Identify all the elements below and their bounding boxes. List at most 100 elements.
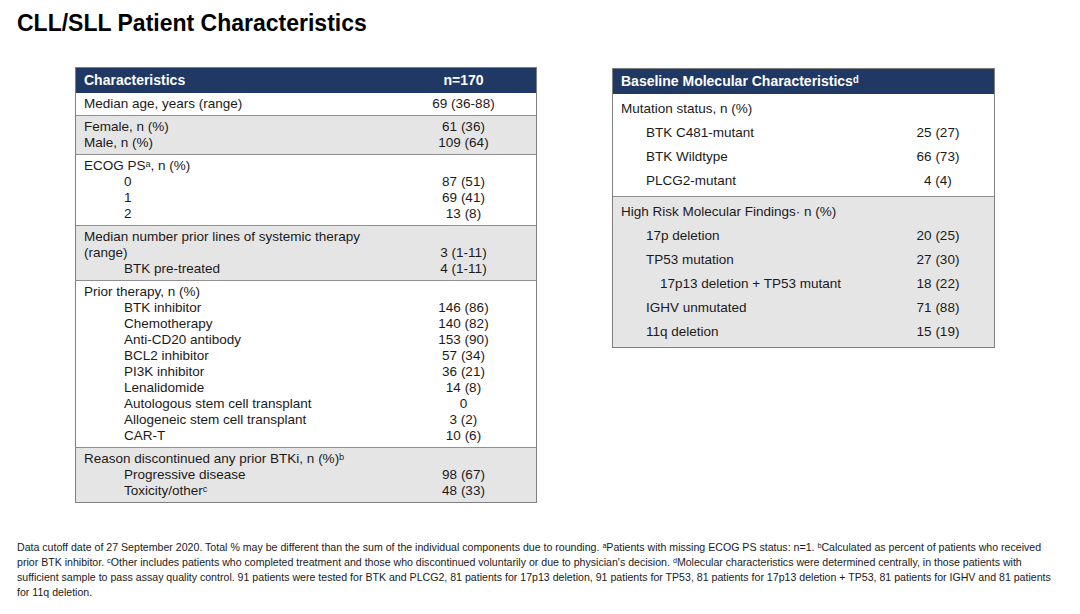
row-value: 14 (8) xyxy=(391,380,536,396)
row-value: 66 (73) xyxy=(882,149,994,165)
row-label: PLCG2-mutant xyxy=(613,173,882,189)
row-label: Chemotherapy xyxy=(76,316,391,332)
row-value: 15 (19) xyxy=(882,324,994,340)
table-row: Male, n (%)109 (64) xyxy=(76,135,536,151)
table-row: Toxicity/otherᶜ48 (33) xyxy=(76,483,536,499)
patient-characteristics-table: Characteristics n=170 Median age, years … xyxy=(75,67,537,503)
right-table-body: Mutation status, n (%) BTK C481-mutant25 … xyxy=(613,94,994,347)
table-row: ECOG PSᵃ, n (%) xyxy=(76,158,536,174)
table-row: IGHV unmutated71 (88) xyxy=(613,296,994,320)
row-label: Female, n (%) xyxy=(76,119,391,135)
row-value: 10 (6) xyxy=(391,428,536,444)
row-label: BTK C481-mutant xyxy=(613,125,882,141)
molecular-characteristics-table: Baseline Molecular Characteristicsᵈ Muta… xyxy=(612,68,995,348)
table-row: Mutation status, n (%) xyxy=(613,97,994,121)
row-label: Mutation status, n (%) xyxy=(613,101,882,117)
table-row: Reason discontinued any prior BTKi, n (%… xyxy=(76,451,536,467)
table-row: BTK pre-treated4 (1-11) xyxy=(76,261,536,277)
table-row: 17p13 deletion + TP53 mutant18 (22) xyxy=(613,272,994,296)
row-label: 17p deletion xyxy=(613,228,882,244)
table-row: 17p deletion20 (25) xyxy=(613,224,994,248)
table-section: Prior therapy, n (%)BTK inhibitor146 (86… xyxy=(76,280,536,447)
table-row: High Risk Molecular Findings· n (%) xyxy=(613,200,994,224)
table-row: Anti-CD20 antibody153 (90) xyxy=(76,332,536,348)
table-row: 11q deletion15 (19) xyxy=(613,320,994,344)
row-value: 61 (36) xyxy=(391,119,536,135)
left-table-header-label: Characteristics xyxy=(76,72,391,88)
row-label: 2 xyxy=(76,206,391,222)
row-value: 87 (51) xyxy=(391,174,536,190)
row-label: IGHV unmutated xyxy=(613,300,882,316)
left-table-header: Characteristics n=170 xyxy=(76,68,536,93)
row-label: BTK inhibitor xyxy=(76,300,391,316)
table-row: BTK C481-mutant25 (27) xyxy=(613,121,994,145)
table-row: 087 (51) xyxy=(76,174,536,190)
row-value: 69 (41) xyxy=(391,190,536,206)
table-row: BCL2 inhibitor57 (34) xyxy=(76,348,536,364)
table-row: TP53 mutation27 (30) xyxy=(613,248,994,272)
left-table-header-count: n=170 xyxy=(391,72,536,88)
row-label: Male, n (%) xyxy=(76,135,391,151)
row-value: 4 (1-11) xyxy=(391,261,536,277)
table-row: Autologous stem cell transplant0 xyxy=(76,396,536,412)
row-label: PI3K inhibitor xyxy=(76,364,391,380)
row-label: 1 xyxy=(76,190,391,206)
row-value: 3 (2) xyxy=(391,412,536,428)
row-label: 17p13 deletion + TP53 mutant xyxy=(613,276,882,292)
row-label: BCL2 inhibitor xyxy=(76,348,391,364)
row-value: 98 (67) xyxy=(391,467,536,483)
left-table-body: Median age, years (range)69 (36-88)Femal… xyxy=(76,93,536,502)
table-row: Prior therapy, n (%) xyxy=(76,284,536,300)
row-label: Lenalidomide xyxy=(76,380,391,396)
table-row: BTK inhibitor146 (86) xyxy=(76,300,536,316)
table-section: ECOG PSᵃ, n (%)087 (51)169 (41)213 (8) xyxy=(76,154,536,225)
row-label: Median number prior lines of systemic th… xyxy=(76,229,391,261)
row-value: 153 (90) xyxy=(391,332,536,348)
row-label: Anti-CD20 antibody xyxy=(76,332,391,348)
table-row: Chemotherapy140 (82) xyxy=(76,316,536,332)
row-value: 25 (27) xyxy=(882,125,994,141)
right-table-header-label: Baseline Molecular Characteristicsᵈ xyxy=(613,73,994,89)
row-label: BTK Wildtype xyxy=(613,149,882,165)
table-row: Lenalidomide14 (8) xyxy=(76,380,536,396)
table-row: Median age, years (range)69 (36-88) xyxy=(76,96,536,112)
table-row: 213 (8) xyxy=(76,206,536,222)
table-section: Median age, years (range)69 (36-88) xyxy=(76,93,536,115)
row-label: Prior therapy, n (%) xyxy=(76,284,391,300)
row-value: 57 (34) xyxy=(391,348,536,364)
table-row: Allogeneic stem cell transplant3 (2) xyxy=(76,412,536,428)
row-label: TP53 mutation xyxy=(613,252,882,268)
row-value: 20 (25) xyxy=(882,228,994,244)
row-label: Progressive disease xyxy=(76,467,391,483)
row-value: 140 (82) xyxy=(391,316,536,332)
row-label: 0 xyxy=(76,174,391,190)
row-label: ECOG PSᵃ, n (%) xyxy=(76,158,391,174)
row-value: 3 (1-11) xyxy=(391,245,536,261)
row-value: 27 (30) xyxy=(882,252,994,268)
right-table-header: Baseline Molecular Characteristicsᵈ xyxy=(613,69,994,94)
row-value: 69 (36-88) xyxy=(391,96,536,112)
row-label: Toxicity/otherᶜ xyxy=(76,483,391,499)
table-section: Mutation status, n (%) BTK C481-mutant25 … xyxy=(613,94,994,196)
slide: CLL/SLL Patient Characteristics Characte… xyxy=(0,0,1080,614)
row-value: 13 (8) xyxy=(391,206,536,222)
table-row: 169 (41) xyxy=(76,190,536,206)
table-row: BTK Wildtype66 (73) xyxy=(613,145,994,169)
row-label: Autologous stem cell transplant xyxy=(76,396,391,412)
row-label: BTK pre-treated xyxy=(76,261,391,277)
row-label: High Risk Molecular Findings· n (%) xyxy=(613,204,882,220)
footnote: Data cutoff date of 27 September 2020. T… xyxy=(17,540,1065,600)
table-section: Median number prior lines of systemic th… xyxy=(76,225,536,280)
table-row: PI3K inhibitor36 (21) xyxy=(76,364,536,380)
row-value: 0 xyxy=(391,396,536,412)
row-value: 146 (86) xyxy=(391,300,536,316)
row-label: Median age, years (range) xyxy=(76,96,391,112)
row-label: CAR-T xyxy=(76,428,391,444)
row-value: 71 (88) xyxy=(882,300,994,316)
row-value: 48 (33) xyxy=(391,483,536,499)
table-section: Reason discontinued any prior BTKi, n (%… xyxy=(76,447,536,502)
row-value: 4 (4) xyxy=(882,173,994,189)
row-label: 11q deletion xyxy=(613,324,882,340)
table-row: CAR-T10 (6) xyxy=(76,428,536,444)
table-row: Median number prior lines of systemic th… xyxy=(76,229,536,261)
